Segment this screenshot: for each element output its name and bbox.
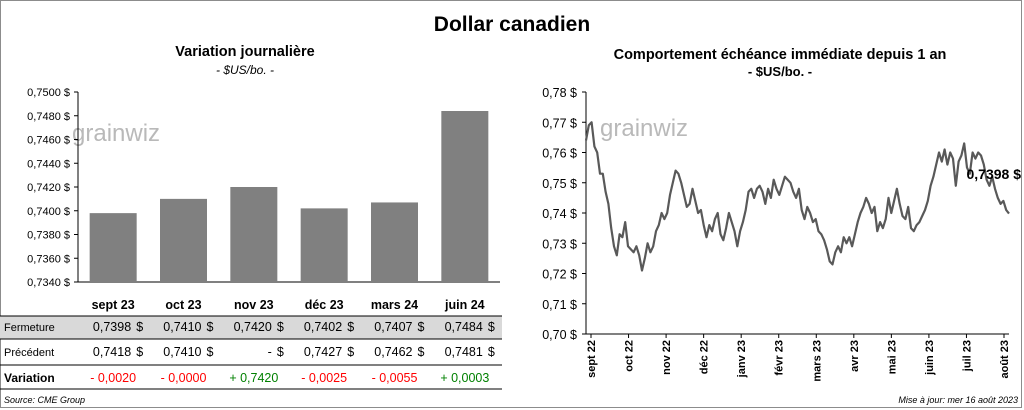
x-tick-label: déc 22	[699, 340, 711, 374]
x-category-label: juin 24	[444, 298, 485, 312]
main-title: Dollar canadien	[433, 13, 591, 36]
y-tick-label: 0,7420 $	[27, 182, 70, 194]
row-label-variation: Variation	[4, 371, 55, 385]
currency-symbol: $	[488, 320, 495, 334]
row-label-précédent: Précédent	[4, 347, 54, 359]
bar-juin-24	[441, 111, 489, 282]
currency-symbol: $	[207, 320, 214, 334]
price-line	[584, 121, 1010, 272]
x-tick-label: août 23	[999, 340, 1011, 379]
right-chart-unit: - $US/bo. -	[747, 64, 813, 79]
y-tick-label: 0,7380 $	[27, 230, 70, 242]
currency-symbol: $	[277, 345, 284, 359]
y-tick-label: 0,78 $	[542, 86, 577, 100]
last-value-label: 0,7398 $	[967, 166, 1022, 182]
bar-sept-23	[89, 213, 137, 282]
y-tick-label: 0,77 $	[542, 116, 577, 130]
x-tick-label: mai 23	[886, 340, 898, 374]
y-tick-label: 0,73 $	[542, 237, 577, 251]
x-category-label: sept 23	[92, 298, 135, 312]
y-tick-label: 0,7360 $	[27, 253, 70, 265]
y-tick-label: 0,7340 $	[27, 277, 70, 289]
table-value: 0,7398	[93, 320, 131, 334]
left-chart-unit: - $US/bo. -	[215, 63, 275, 77]
currency-symbol: $	[207, 345, 214, 359]
left-watermark: grainwiz	[72, 120, 160, 147]
x-category-label: oct 23	[165, 298, 201, 312]
currency-symbol: $	[347, 320, 354, 334]
y-tick-label: 0,7500 $	[27, 87, 70, 99]
x-tick-label: juil 23	[961, 340, 973, 372]
table-value: 0,7410	[163, 345, 201, 359]
y-tick-label: 0,76 $	[542, 147, 577, 161]
variation-value: + 0,0003	[440, 371, 489, 385]
table-value: 0,7484	[445, 320, 483, 334]
table-value: 0,7420	[234, 320, 272, 334]
right-watermark: grainwiz	[600, 115, 688, 142]
variation-value: - 0,0025	[301, 371, 347, 385]
y-tick-label: 0,7400 $	[27, 206, 70, 218]
variation-value: - 0,0020	[90, 371, 136, 385]
y-tick-label: 0,75 $	[542, 177, 577, 191]
table-value: 0,7407	[374, 320, 412, 334]
left-bar-chart: grainwiz 0,7340 $ 0,7360 $ 0,7380 $ 0,7400 …	[0, 87, 502, 390]
y-tick-label: 0,7480 $	[27, 111, 70, 123]
y-tick-label: 0,70 $	[542, 328, 577, 342]
update-note: Mise à jour: mer 16 août 2023	[898, 395, 1018, 405]
source-note: Source: CME Group	[4, 395, 86, 405]
x-category-label: nov 23	[234, 298, 274, 312]
x-tick-label: oct 22	[624, 340, 636, 372]
x-tick-label: mars 23	[811, 340, 823, 382]
x-tick-label: nov 22	[661, 340, 673, 375]
y-tick-label: 0,71 $	[542, 298, 577, 312]
table-value: 0,7481	[445, 345, 483, 359]
currency-symbol: $	[136, 345, 143, 359]
currency-symbol: $	[418, 345, 425, 359]
fermeture-row-bg	[0, 316, 502, 339]
y-tick-label: 0,74 $	[542, 207, 577, 221]
right-chart-title: Comportement échéance immédiate depuis 1…	[613, 47, 947, 63]
y-tick-label: 0,7440 $	[27, 158, 70, 170]
row-label-fermeture: Fermeture	[4, 322, 55, 334]
table-value: 0,7418	[93, 345, 131, 359]
variation-value: - 0,0055	[372, 371, 418, 385]
bar-déc-23	[300, 208, 348, 282]
y-tick-label: 0,7460 $	[27, 135, 70, 147]
variation-value: + 0,7420	[229, 371, 278, 385]
x-tick-label: janv 23	[736, 340, 748, 378]
bar-mars-24	[371, 202, 418, 282]
variation-value: - 0,0000	[161, 371, 207, 385]
right-line-chart: grainwiz 0,70 $ 0,71 $ 0,72 $ 0,73 $ 0,74 $ 0…	[542, 86, 1022, 382]
x-category-label: mars 24	[371, 298, 418, 312]
bar-nov-23	[230, 187, 278, 282]
currency-symbol: $	[136, 320, 143, 334]
y-tick-label: 0,72 $	[542, 268, 577, 282]
left-chart-title: Variation journalière	[175, 44, 315, 60]
x-tick-label: févr 23	[774, 340, 786, 375]
currency-symbol: $	[488, 345, 495, 359]
table-value: 0,7402	[304, 320, 342, 334]
x-tick-label: sept 22	[586, 340, 598, 378]
table-value: -	[268, 345, 272, 359]
currency-symbol: $	[347, 345, 354, 359]
table-value: 0,7462	[374, 345, 412, 359]
table-value: 0,7427	[304, 345, 342, 359]
x-tick-label: avr 23	[849, 340, 861, 372]
currency-symbol: $	[277, 320, 284, 334]
table-value: 0,7410	[163, 320, 201, 334]
currency-symbol: $	[418, 320, 425, 334]
x-tick-label: juin 23	[924, 340, 936, 376]
x-category-label: déc 23	[305, 298, 344, 312]
bar-oct-23	[160, 198, 207, 282]
